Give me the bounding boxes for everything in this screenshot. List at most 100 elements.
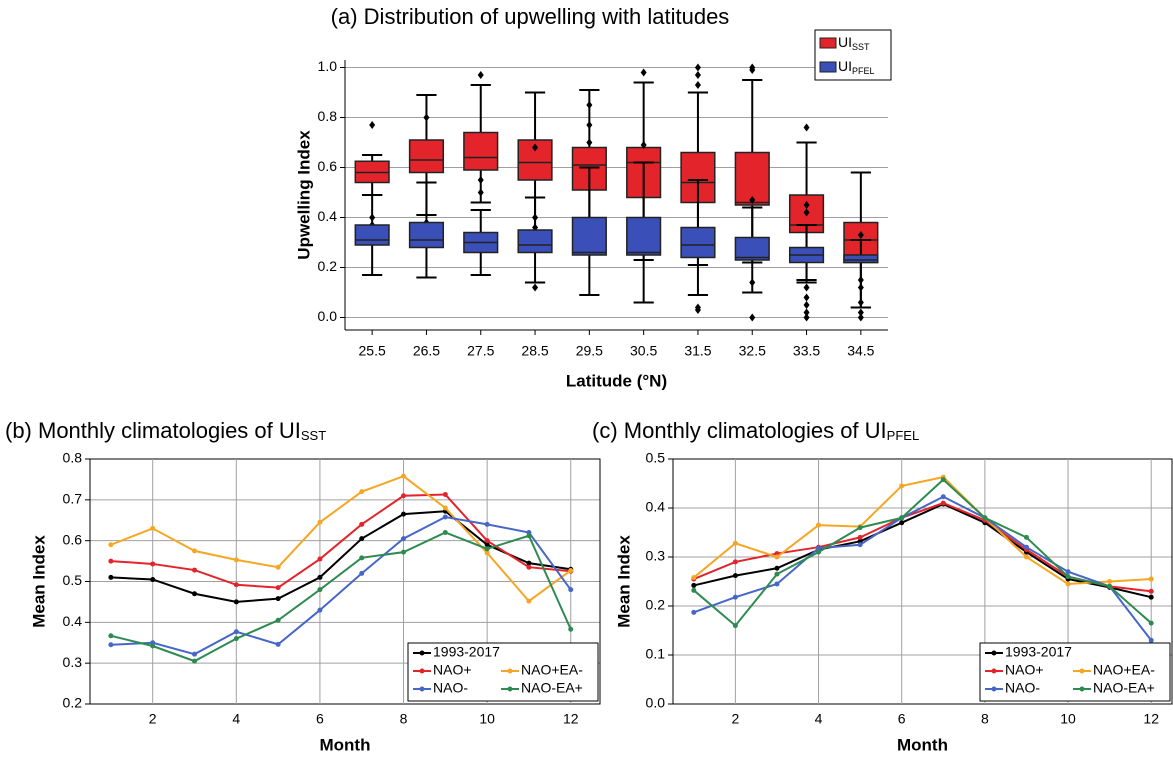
chart-title: (b) Monthly climatologies of UISST <box>5 418 326 444</box>
x-axis-label: Month <box>320 735 371 754</box>
legend-label-subscript: SST <box>852 42 870 52</box>
box <box>517 229 553 254</box>
point <box>401 549 407 555</box>
point <box>484 542 490 548</box>
outlier <box>803 301 810 309</box>
x-tick-label: 34.5 <box>847 343 874 359</box>
outlier <box>532 283 539 292</box>
legend-label: NAO-EA+ <box>521 680 583 696</box>
outlier <box>803 308 810 317</box>
x-tick-label: 2 <box>731 711 739 727</box>
point <box>816 522 822 528</box>
x-tick-label: 31.5 <box>684 343 711 359</box>
box <box>408 221 445 249</box>
box <box>571 216 607 256</box>
legend-marker <box>507 686 513 692</box>
point <box>359 555 365 561</box>
legend-label: NAO-EA+ <box>1093 680 1155 696</box>
point <box>732 623 738 629</box>
outlier <box>749 66 756 74</box>
legend-marker <box>419 686 425 692</box>
x-axis-label: Latitude (°N) <box>566 371 667 390</box>
chart-title: (a) Distribution of upwelling with latit… <box>331 4 730 29</box>
outlier <box>640 141 647 149</box>
point <box>1148 576 1154 582</box>
chart-title: (c) Monthly climatologies of UIPFEL <box>592 418 919 444</box>
x-tick-label: 6 <box>316 711 324 727</box>
y-tick-label: 0.6 <box>63 531 83 547</box>
point <box>568 587 574 593</box>
series-line <box>693 502 1152 599</box>
point <box>816 549 822 555</box>
x-tick-label: 12 <box>1143 711 1159 727</box>
outlier <box>857 298 864 307</box>
y-tick-label: 0.2 <box>646 597 666 613</box>
y-tick-label: 1.0 <box>318 58 338 74</box>
x-tick-label: 25.5 <box>359 343 386 359</box>
x-axis-label: Month <box>897 735 948 754</box>
point <box>442 492 448 498</box>
point <box>150 643 156 649</box>
point <box>317 574 323 580</box>
point <box>150 525 156 531</box>
series-line <box>693 476 1152 585</box>
point <box>401 536 407 542</box>
outlier <box>749 196 756 204</box>
point <box>108 558 114 564</box>
point <box>1107 583 1113 589</box>
y-tick-label: 0.3 <box>63 654 83 670</box>
point <box>691 582 697 588</box>
outlier <box>857 308 864 317</box>
legend-marker <box>991 686 997 692</box>
point <box>691 609 697 615</box>
point <box>275 641 281 647</box>
outlier <box>586 138 593 147</box>
point <box>317 556 323 562</box>
point <box>233 582 239 588</box>
outlier <box>423 113 430 122</box>
point <box>359 521 365 527</box>
y-axis-label: Mean Index <box>29 535 48 628</box>
point <box>940 500 946 506</box>
point <box>192 651 198 657</box>
point <box>192 591 198 597</box>
x-tick-label: 10 <box>1060 711 1076 727</box>
point <box>484 546 490 552</box>
outlier <box>803 313 810 322</box>
point <box>108 542 114 548</box>
point <box>732 594 738 600</box>
y-tick-label: 0.6 <box>318 158 338 174</box>
outlier <box>857 231 864 239</box>
legend-label-subscript: PFEL <box>852 66 875 76</box>
point <box>526 598 532 604</box>
outlier <box>857 283 864 292</box>
point <box>732 573 738 579</box>
point <box>526 564 532 570</box>
y-tick-label: 0.2 <box>63 695 83 711</box>
box <box>626 216 662 256</box>
x-tick-label: 29.5 <box>576 343 603 359</box>
chart-title-main: (c) Monthly climatologies of UI <box>592 418 887 443</box>
y-tick-label: 0.4 <box>63 613 83 629</box>
point <box>857 542 863 548</box>
point <box>275 596 281 602</box>
series-line <box>110 531 572 663</box>
box <box>734 236 770 261</box>
y-tick-label: 0.8 <box>63 450 83 466</box>
outlier <box>694 81 701 89</box>
outlier <box>694 63 701 72</box>
point <box>1107 579 1113 584</box>
point <box>899 520 905 526</box>
series-line <box>110 493 571 589</box>
point <box>150 561 156 567</box>
y-tick-label: 0.0 <box>646 695 666 711</box>
point <box>774 554 780 560</box>
x-tick-label: 8 <box>981 711 989 727</box>
point <box>816 545 822 551</box>
legend-label: NAO+ <box>1005 662 1044 678</box>
legend-label: 1993-2017 <box>1005 644 1072 660</box>
x-tick-label: 33.5 <box>793 343 820 359</box>
point <box>774 571 780 577</box>
legend-swatch <box>819 61 837 73</box>
